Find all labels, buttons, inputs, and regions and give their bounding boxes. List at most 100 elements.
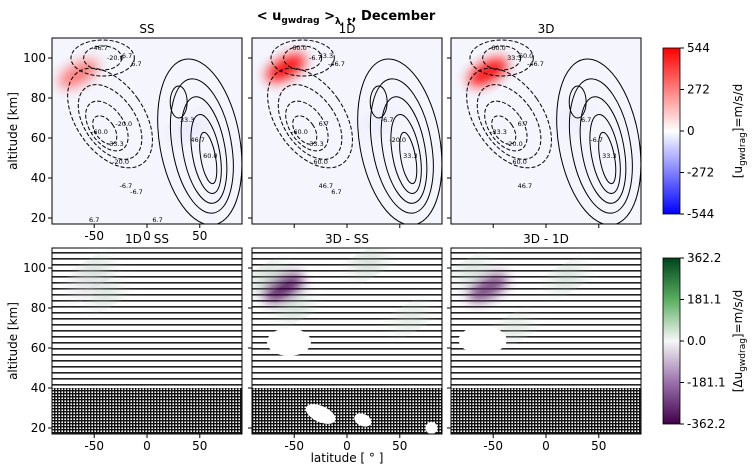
contour-label: 33.3: [319, 52, 333, 60]
blank-region: [425, 422, 438, 434]
x-tick-label: 0: [343, 439, 351, 453]
contour-label: -6.7: [130, 188, 143, 196]
x-tick-label: 50: [392, 439, 407, 453]
contour-label: -20.0: [115, 120, 132, 128]
panel-title: 3D: [538, 22, 555, 36]
contour-line: [568, 78, 633, 214]
contour-label: -20.0: [112, 158, 129, 166]
contour-line: [169, 85, 188, 119]
contour-label: -60.0: [291, 128, 308, 136]
contour-label: 46.7: [190, 136, 204, 144]
contour-label: 6.7: [518, 120, 528, 128]
panel-1: -46.7-20.0-6.76.7-60.0-33.3-20.0-6.760.0…: [23, 22, 243, 243]
blank-region: [458, 326, 507, 354]
field-anomaly: [263, 274, 304, 302]
contour-label: -6.7: [120, 52, 133, 60]
contour-label: 60.0: [292, 44, 306, 52]
contour-line: [568, 85, 587, 119]
field-anomaly: [174, 117, 204, 139]
contour-line: [491, 115, 517, 145]
contour-line: [292, 115, 318, 145]
colorbar-tick-label: -362.2: [687, 417, 726, 431]
colorbar-gradient: [662, 47, 681, 215]
contour-label: -6.7: [309, 54, 322, 62]
contour-line: [380, 96, 428, 204]
x-tick-label: -50: [483, 439, 503, 453]
contour-line: [85, 100, 129, 152]
contour-label: 6.7: [331, 188, 341, 196]
contour-line: [83, 45, 123, 71]
panel-2: 60.0-6.733.3-46.7-60.0-33.360.046.733.3-…: [248, 22, 443, 228]
contour-line: [67, 67, 153, 169]
significance-hatching-dense: [451, 388, 641, 434]
y-tick-label: 40: [31, 171, 46, 185]
field-anomaly: [58, 60, 99, 88]
colorbar-tick-label: -544: [687, 207, 714, 221]
colorbar-1: 544 272 0 -272 -544 [ugwdrag]=m/s/d: [662, 41, 748, 221]
significance-hatching: [52, 248, 242, 388]
contour-label: -46.7: [527, 60, 544, 68]
colorbar-tick-label: 181.1: [687, 293, 721, 307]
y-tick-label: 60: [31, 341, 46, 355]
colorbar-tick-label: 272: [687, 83, 710, 97]
contour-label: 60.0: [203, 152, 217, 160]
contour-label: 60.0: [313, 158, 327, 166]
contour-line: [199, 131, 218, 185]
x-tick-label: -50: [284, 439, 304, 453]
figure-title: < ugwdrag >λ, t, December: [257, 9, 436, 27]
contour-line: [283, 45, 323, 71]
x-tick-label: 0: [143, 439, 151, 453]
panel-title: SS: [139, 22, 154, 36]
contour-label: 60.0: [491, 44, 505, 52]
contour-label: -20.0: [389, 136, 406, 144]
field-anomaly: [266, 54, 306, 83]
ylabel-bottom: altitude [km]: [6, 302, 20, 380]
contour-label: 46.7: [319, 182, 333, 190]
contour-label: -33.3: [490, 128, 507, 136]
x-tick-label: 50: [192, 439, 207, 453]
contour-line: [390, 114, 422, 194]
field-anomaly: [253, 267, 283, 289]
field-anomaly: [468, 274, 508, 302]
contour-line: [190, 114, 222, 194]
contour-label: 6.7: [319, 120, 329, 128]
contour-label: 6.7: [152, 216, 162, 224]
panel-4: 1D - SS -50 0 50 20 40 60 80 100: [23, 232, 243, 453]
field-anomaly: [552, 267, 582, 289]
y-tick-label: 60: [31, 131, 46, 145]
x-tick-label: -50: [84, 229, 104, 243]
contour-label: 6.7: [131, 60, 141, 68]
y-tick-label: 20: [31, 211, 46, 225]
colorbar-label: [Δugwdrag]=m/s/d: [731, 290, 748, 393]
contour-label: 6.7: [89, 216, 99, 224]
colorbar-tick-label: -272: [687, 166, 714, 180]
contour-line: [369, 85, 388, 119]
contour-label: 46.7: [518, 182, 532, 190]
x-tick-label: 50: [192, 229, 207, 243]
field-anomaly: [353, 253, 383, 275]
contour-label: -33.3: [307, 140, 324, 148]
contour-line: [77, 84, 143, 160]
contour-label: 33.3: [602, 152, 616, 160]
y-tick-label: 80: [31, 91, 46, 105]
panel-5: 3D - SS -50 0 50: [248, 232, 443, 453]
colorbar-tick-label: 544: [687, 41, 710, 55]
colorbar-gradient: [662, 257, 681, 425]
contour-line: [267, 67, 353, 169]
contour-label: 33.3: [403, 152, 417, 160]
field-anomaly: [69, 273, 98, 295]
contour-label: -60.0: [516, 52, 533, 60]
contour-line: [589, 114, 621, 194]
contour-line: [357, 58, 442, 224]
contour-line: [180, 96, 228, 204]
y-tick-label: 80: [31, 301, 46, 315]
y-tick-label: 100: [23, 261, 46, 275]
panel-title: 1D: [339, 22, 356, 36]
field-anomaly: [90, 283, 120, 305]
panel-6: 3D - 1D -50 0 50: [447, 232, 642, 453]
blank-region: [305, 404, 336, 424]
x-tick-label: 0: [542, 439, 550, 453]
panel-3: 60.033.3-60.0-46.7-33.3-20.060.046.733.3…: [447, 22, 642, 228]
contour-line: [556, 58, 641, 224]
field-anomaly: [396, 307, 425, 329]
